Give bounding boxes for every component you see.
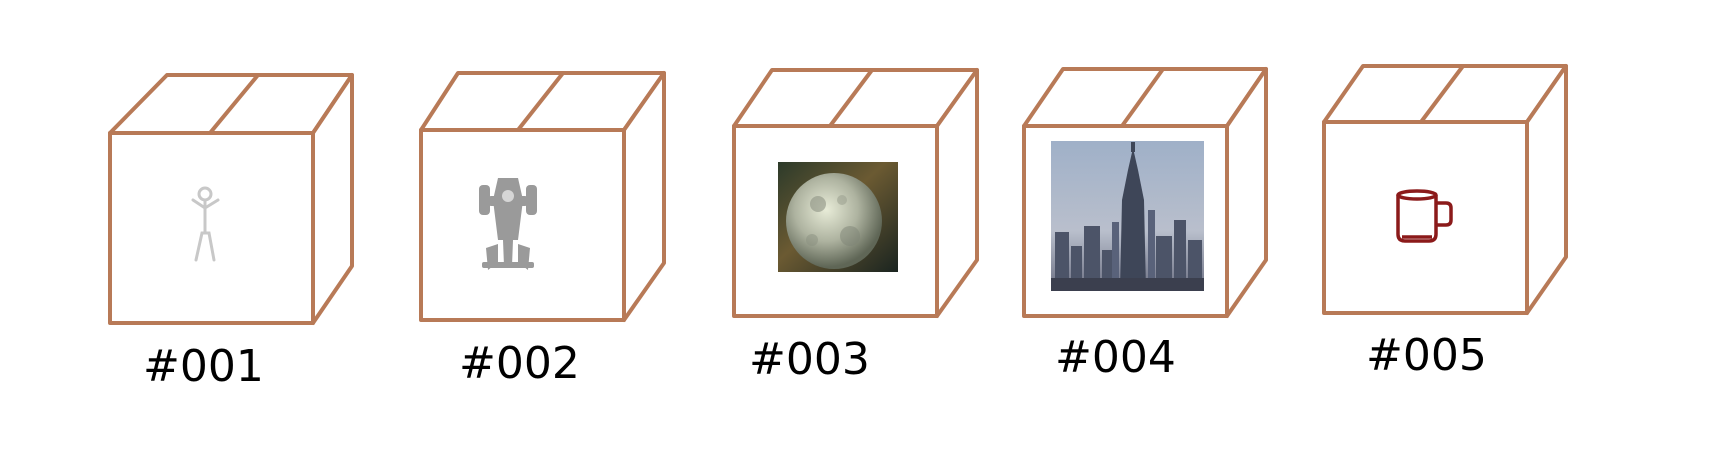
planet-image xyxy=(778,162,898,272)
box-002: #002 xyxy=(419,71,666,389)
box-label: #005 xyxy=(1366,330,1487,381)
stick-figure-icon xyxy=(191,186,220,262)
box-004: #004 xyxy=(1022,67,1268,383)
box-001: #001 xyxy=(108,73,354,392)
box-label: #003 xyxy=(749,334,870,385)
spaceship-icon xyxy=(479,178,537,270)
box-frame xyxy=(419,71,666,322)
box-frame xyxy=(1322,64,1568,315)
mug-icon xyxy=(1396,189,1453,243)
box-003: #003 xyxy=(732,68,979,385)
box-label: #004 xyxy=(1055,332,1176,383)
city-skyline-image xyxy=(1051,141,1204,291)
box-005: #005 xyxy=(1322,64,1568,381)
box-label: #002 xyxy=(459,338,580,389)
box-label: #001 xyxy=(143,341,264,392)
box-frame xyxy=(108,73,354,325)
